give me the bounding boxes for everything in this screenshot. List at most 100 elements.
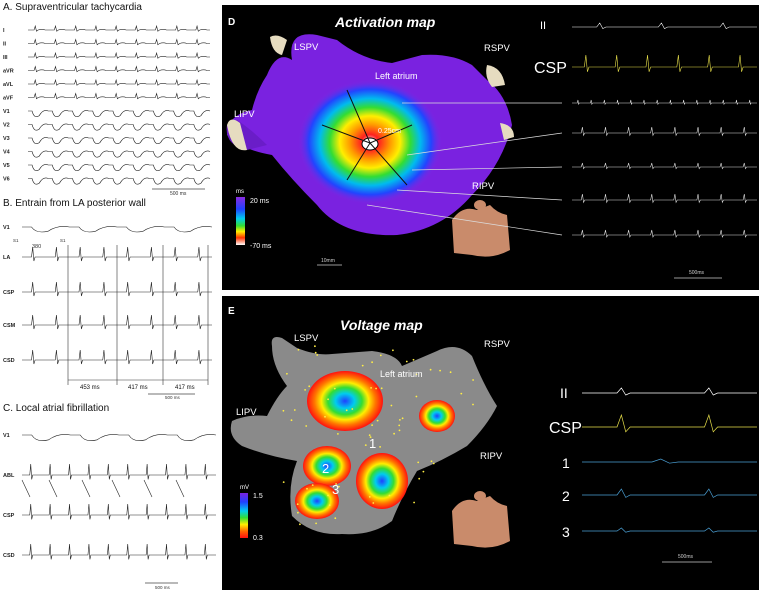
panel-b-title: B. Entrain from LA posterior wall [3,198,146,209]
mapping-point [293,409,296,411]
panel-e-letter: E [228,306,235,317]
cycle-length: 380 [32,244,41,250]
e-trace-1: 1 [562,455,570,471]
mapping-point [472,403,474,406]
lead-label: V6 [3,177,10,183]
mapping-point [368,496,371,498]
voltage-island-1 [307,371,383,431]
lead-trace [28,78,210,86]
lead-trace [28,137,211,144]
mapping-point [334,517,337,520]
mapping-point [371,424,373,426]
voltage-island-4 [356,453,408,509]
interval-1: 453 ms [80,385,100,391]
lead-trace [22,503,216,520]
activation-arrow [21,479,31,498]
e-trace-2: 2 [562,488,570,504]
rspv-label: RSPV [484,43,511,54]
d-ecg-trace [572,193,757,204]
lead-trace [28,65,210,73]
lead-label: V1 [3,109,10,115]
lead-trace [28,24,210,32]
mapping-point [296,503,299,506]
e-trace-3: 3 [562,524,570,540]
d-ecg-trace [572,162,757,170]
lead-trace [28,177,211,185]
mapping-point [449,371,452,374]
activation-arrow [143,479,153,498]
stim-label-1: S1 [13,238,19,243]
activation-arrow [48,479,58,498]
mapping-point [361,364,364,367]
interval-3: 417 ms [175,385,195,391]
interval-2: 417 ms [128,385,148,391]
mapping-point [388,494,391,497]
mapping-point [379,354,382,357]
mapping-point [345,409,348,412]
mapping-point [390,404,393,407]
d-trace-csp: CSP [534,60,567,77]
e-trace-ii: II [560,385,568,401]
mapping-point [338,485,340,488]
mapping-point [282,409,285,412]
lead-trace [28,38,210,46]
mapping-point [472,379,474,381]
lead-trace [22,226,213,233]
mapping-point [412,358,415,361]
lead-label: I [3,28,5,34]
activation-arrow [111,479,121,498]
mapping-point [375,387,377,390]
vol-legend-bar [240,493,248,538]
mapping-point [290,419,293,422]
lead-label: V1 [3,225,10,231]
panel-a-title: A. Supraventricular tachycardia [3,2,142,13]
vol-legend-unit: mV [240,485,249,491]
mapping-point [333,387,336,390]
lead-label: II [3,42,7,48]
lead-label: V2 [3,123,10,129]
mapping-point [316,354,319,356]
mapping-point [399,419,401,421]
grey-atrium-shape [230,337,497,535]
mapping-point [432,462,435,465]
panel-d-letter: D [228,17,235,28]
lead-trace [28,92,210,100]
panel-a-scale-label: 500 ms [170,191,187,197]
torso-icon [452,205,510,257]
mapping-point [422,470,425,473]
ripv-stump [500,123,514,140]
voltage-map-title: Voltage map [340,317,423,333]
act-legend-bottom: -70 ms [250,243,272,250]
mapping-point [337,433,339,435]
mapping-point [364,444,367,446]
mapping-point [327,398,329,401]
mapping-point [327,494,329,497]
lead-label: V5 [3,163,10,169]
mapping-point [371,361,373,364]
mapping-point [398,424,401,427]
panel-c-title: C. Local atrial fibrillation [3,403,110,414]
mapping-point [372,502,375,504]
activation-map-title: Activation map [334,14,436,30]
d-ecg-trace [572,126,757,137]
mapping-point [282,481,285,483]
e-lipv-label: LIPV [236,407,257,418]
lead-trace [22,463,216,480]
e-ecg-trace [582,458,757,464]
mapping-point [335,483,337,485]
lead-label: CSD [3,553,15,559]
e-left-atrium-label: Left atrium [380,369,423,379]
mapping-point [311,484,314,486]
distance-label: 0.25cm [378,128,401,135]
mapping-point [398,429,401,432]
d-trace-ii: II [540,20,546,32]
mapping-point [405,360,408,363]
lipv-label: LIPV [234,109,255,120]
lead-label: CSP [3,513,15,519]
activation-arrow [81,479,91,498]
lead-label: CSD [3,358,15,364]
mapping-point [418,477,421,480]
mapping-point [305,425,308,427]
panel-b-scale-label: 500 ms [165,395,181,400]
